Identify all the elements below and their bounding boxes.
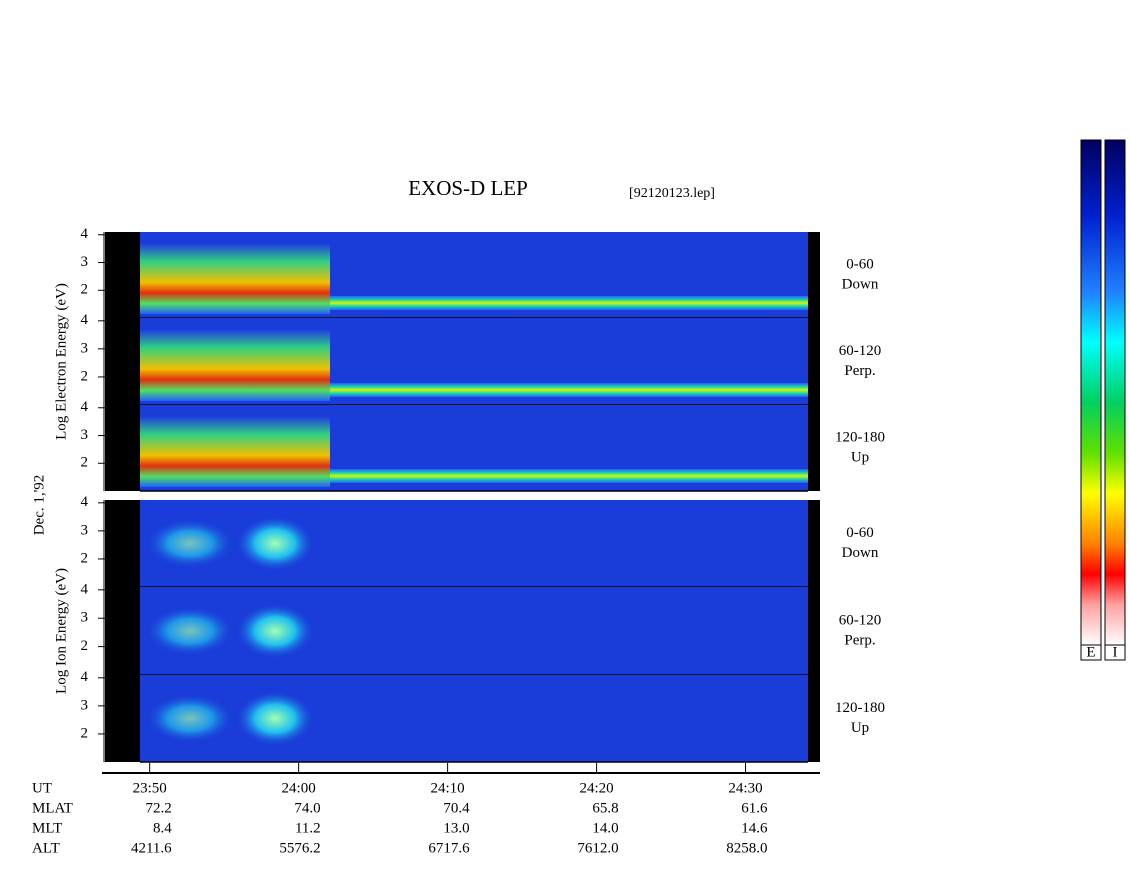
x-tick-label: 24:00: [282, 780, 316, 796]
y-tick-label: 4: [81, 494, 89, 510]
ephemeris-value: 7612.0: [577, 840, 618, 856]
y-tick-label: 2: [81, 638, 89, 654]
spectrogram-blob: [235, 515, 315, 572]
ephemeris-value: 14.6: [741, 820, 768, 836]
ephemeris-value: 14.0: [592, 820, 618, 836]
panel-label: 60-120: [839, 612, 882, 628]
ephemeris-value: 5576.2: [279, 840, 320, 856]
ephemeris-value: 74.0: [294, 800, 320, 816]
ephemeris-value: 65.8: [592, 800, 618, 816]
y-tick-label: 4: [81, 669, 89, 685]
chart-title: EXOS-D LEP: [408, 176, 528, 200]
ephemeris-value: 11.2: [295, 820, 321, 836]
ephemeris-value: 8.4: [153, 820, 172, 836]
spectrogram-band: [330, 296, 808, 310]
panel-label: Down: [842, 276, 879, 292]
y-tick-label: 2: [81, 455, 89, 471]
spectrogram-blob: [145, 693, 235, 744]
panel-label: Perp.: [844, 363, 875, 379]
spectrogram-band: [330, 469, 808, 483]
y-axis-label: Log Electron Energy (eV): [53, 283, 69, 440]
x-axis-label: UT: [32, 780, 52, 796]
colorbar-label: E: [1086, 644, 1095, 660]
colorbar-label-box: [1080, 644, 1102, 661]
ephemeris-value: 6717.6: [428, 840, 470, 856]
colorbar-label-box: [1104, 644, 1126, 661]
x-tick-label: 24:30: [728, 780, 762, 796]
colorbar-label: I: [1113, 644, 1118, 660]
spectrogram-blob: [145, 518, 235, 569]
y-tick-label: 3: [81, 697, 89, 713]
y-axis-label: Log Ion Energy (eV): [53, 568, 69, 694]
x-tick-label: 24:10: [431, 780, 465, 796]
ephemeris-name: ALT: [32, 840, 60, 856]
spectrogram-hot: [140, 417, 330, 487]
ephemeris-value: 72.2: [145, 800, 171, 816]
file-label: [92120123.lep]: [629, 186, 715, 201]
ephemeris-name: MLAT: [32, 800, 73, 816]
panel-label: 0-60: [846, 256, 874, 272]
x-tick-label: 23:50: [133, 780, 167, 796]
panel-label: Down: [842, 545, 879, 561]
y-tick-label: 4: [81, 312, 89, 328]
panel-label: Up: [851, 449, 869, 465]
x-tick-label: 24:20: [579, 780, 613, 796]
spectrogram-blob: [235, 603, 315, 659]
y-tick-label: 3: [81, 522, 89, 538]
y-tick-label: 3: [81, 427, 89, 443]
ephemeris-name: MLT: [32, 820, 62, 836]
panel-label: 120-180: [835, 700, 885, 716]
panel-label: Up: [851, 720, 869, 736]
y-tick-label: 4: [81, 581, 89, 597]
y-tick-label: 2: [81, 725, 89, 741]
date-label: Dec. 1,'92: [31, 475, 47, 536]
panel-label: 120-180: [835, 429, 885, 445]
spectrogram-band: [330, 383, 808, 397]
panel-label: 0-60: [846, 525, 874, 541]
y-tick-label: 3: [81, 254, 89, 270]
ephemeris-value: 61.6: [741, 800, 768, 816]
y-tick-label: 2: [81, 282, 89, 298]
ephemeris-value: 70.4: [443, 800, 470, 816]
y-tick-label: 4: [81, 226, 89, 242]
y-tick-label: 2: [81, 368, 89, 384]
spectrogram-blob: [235, 690, 315, 747]
y-tick-label: 2: [81, 550, 89, 566]
y-tick-label: 3: [81, 340, 89, 356]
colorbar: [1080, 139, 1102, 646]
colorbar: [1104, 139, 1126, 646]
y-tick-label: 3: [81, 610, 89, 626]
spectrogram-hot: [140, 330, 330, 401]
y-tick-label: 4: [81, 399, 89, 415]
ephemeris-value: 13.0: [443, 820, 469, 836]
ephemeris-value: 8258.0: [726, 840, 767, 856]
spectrogram-hot: [140, 244, 330, 314]
panel-label: 60-120: [839, 343, 882, 359]
ephemeris-value: 4211.6: [131, 840, 172, 856]
spectrogram-blob: [145, 606, 235, 656]
panel-label: Perp.: [844, 632, 875, 648]
